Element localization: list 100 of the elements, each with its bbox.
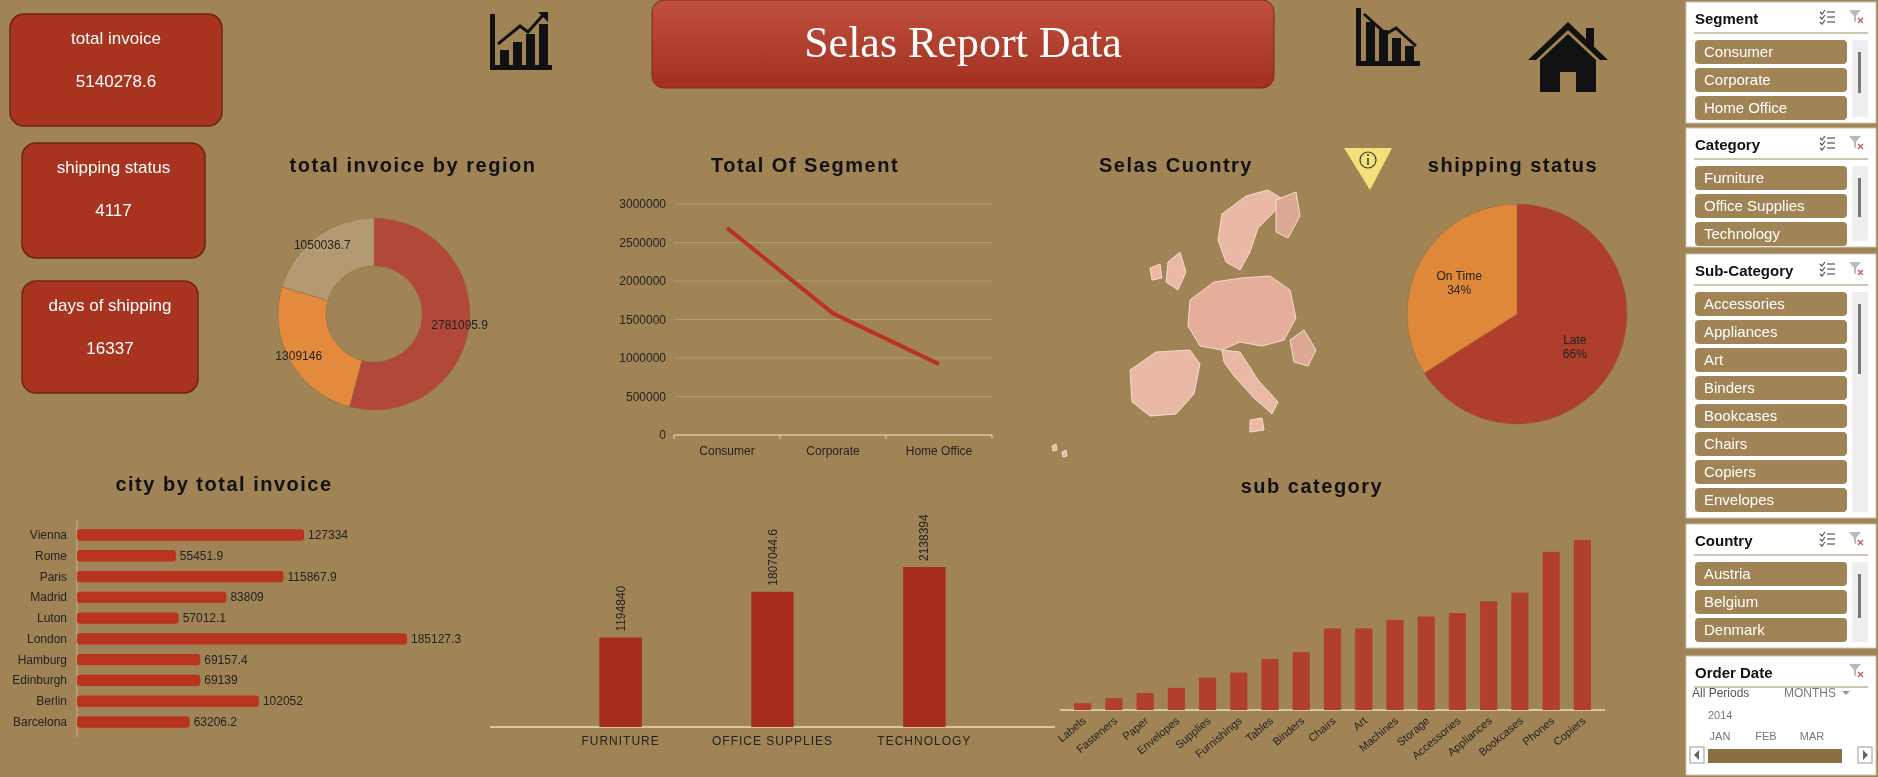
data-label: 185127.3 (411, 631, 462, 646)
data-label: 2781095.9 (431, 318, 489, 333)
data-label: 115867.9 (287, 569, 338, 584)
x-tick-label: Home Office (905, 444, 973, 458)
x-tick-label: TECHNOLOGY (877, 734, 972, 748)
data-label: 66% (1562, 346, 1588, 361)
text: total invoice (71, 29, 161, 48)
y-tick-label: Vienna (29, 528, 68, 543)
text: Art (1704, 351, 1724, 368)
text: Country (1695, 532, 1754, 549)
text: Furniture (1704, 169, 1765, 186)
bar (1105, 698, 1123, 710)
bar (1167, 687, 1185, 710)
data-label: 1194840 (613, 585, 628, 632)
data-label: 63206.2 (193, 714, 238, 729)
data-label: 1309146 (275, 349, 323, 364)
text: Selas Report Data (804, 18, 1122, 67)
y-tick-label: Paris (39, 569, 67, 584)
chart-title: total invoice by region (289, 154, 537, 176)
text: 4117 (95, 201, 132, 220)
bar (77, 716, 190, 728)
bar (1292, 652, 1310, 710)
text: Bookcases (1704, 407, 1778, 424)
text: MONTHS (1784, 686, 1836, 700)
text: Copiers (1704, 463, 1756, 480)
y-tick-label: Barcelona (12, 714, 68, 729)
x-tick-label: OFFICE SUPPLIES (711, 734, 834, 748)
text: Category (1695, 136, 1761, 153)
bar (1448, 613, 1467, 710)
text: Austria (1704, 565, 1752, 582)
y-tick-label: 500000 (625, 389, 667, 404)
text: All Periods (1692, 686, 1750, 700)
bar (1417, 616, 1435, 710)
y-tick-label: Edinburgh (12, 673, 67, 688)
bar (1355, 628, 1373, 710)
bar (1074, 703, 1092, 710)
bar (77, 633, 407, 645)
text: Home Office (1704, 99, 1788, 116)
text: Denmark (1704, 621, 1766, 638)
bar (77, 612, 179, 624)
bar (1323, 628, 1342, 710)
data-label: 69157.4 (204, 652, 248, 667)
data-label: 34% (1447, 283, 1472, 298)
text: Office Supplies (1704, 197, 1805, 214)
bar (77, 653, 201, 666)
bar (1480, 601, 1498, 710)
chart-title: sub category (1240, 475, 1384, 497)
text: shipping status (56, 158, 171, 177)
x-tick-label: Consumer (699, 444, 755, 458)
bar (77, 570, 284, 583)
text: days of shipping (48, 296, 172, 315)
text: Belgium (1704, 593, 1759, 610)
chart-title: Total Of Segment (710, 154, 900, 176)
data-label: 69139 (204, 673, 238, 688)
text: Binders (1704, 379, 1755, 396)
y-tick-label: Luton (36, 611, 67, 626)
data-label: 1050036.7 (293, 237, 351, 252)
data-label: 55451.9 (179, 548, 224, 563)
slice-label: Late (1563, 332, 1587, 347)
slice-label: On Time (1436, 269, 1483, 284)
y-tick-label: 1500000 (619, 312, 667, 327)
y-tick-label: Madrid (30, 590, 67, 605)
bar (1511, 592, 1529, 710)
text: Segment (1695, 10, 1759, 27)
text: Envelopes (1704, 491, 1775, 508)
y-tick-label: 2000000 (619, 274, 667, 288)
data-label: 57012.1 (182, 611, 227, 626)
y-tick-label: 2500000 (619, 235, 667, 250)
bar (1573, 540, 1591, 710)
text: Corporate (1704, 71, 1771, 88)
text: 5140278.6 (75, 72, 157, 91)
bar (1136, 693, 1154, 710)
chart-title: shipping status (1427, 154, 1599, 176)
text: Selas Cuontry (1099, 154, 1253, 176)
text: Sub-Category (1695, 262, 1794, 279)
y-tick-label: 0 (659, 428, 667, 442)
bar (1386, 619, 1404, 710)
bar (77, 529, 304, 541)
y-tick-label: 1000000 (619, 351, 667, 365)
text: MAR (1799, 730, 1825, 742)
data-label: 102052 (262, 694, 304, 709)
bar (77, 695, 259, 707)
bar (77, 550, 176, 562)
text: Order Date (1695, 664, 1773, 681)
data-label: 127334 (307, 528, 349, 543)
text: Accessories (1704, 295, 1785, 312)
x-tick-label: FURNITURE (581, 734, 660, 748)
y-tick-label: 3000000 (619, 197, 667, 211)
data-label: 2138394 (917, 513, 932, 561)
text: JAN (1709, 730, 1731, 742)
text: Consumer (1704, 43, 1774, 60)
y-tick-label: London (26, 631, 67, 646)
text: FEB (1755, 730, 1777, 742)
bar (77, 591, 227, 604)
text: 2014 (1708, 709, 1733, 721)
chart-title: city by total invoice (115, 473, 333, 495)
bar (77, 674, 201, 687)
bar (1230, 672, 1248, 710)
y-tick-label: Rome (34, 548, 68, 563)
text: 16337 (86, 339, 134, 358)
